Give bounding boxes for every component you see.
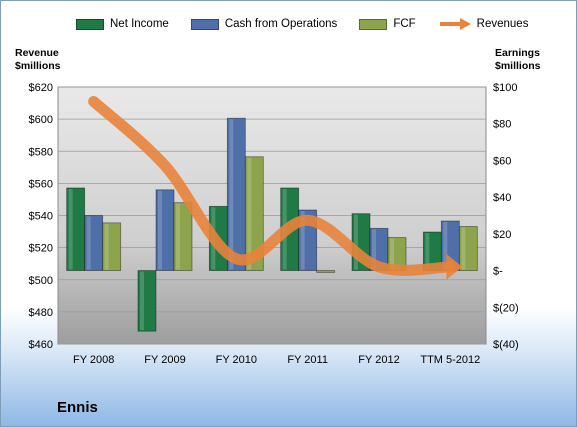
revenues-line [88, 95, 456, 276]
bar-highlight [425, 233, 430, 270]
left-tick-label: $580 [29, 146, 53, 158]
right-tick-label: $40 [493, 192, 511, 204]
right-tick-label: $20 [493, 229, 511, 241]
right-tick-label: $80 [493, 119, 511, 131]
bar-fcf [244, 156, 264, 271]
bar-fcf [458, 226, 478, 271]
legend: Net Income Cash from Operations FCF Reve… [76, 17, 550, 31]
x-tick-label: FY 2012 [358, 354, 399, 366]
x-tick-label: FY 2010 [216, 354, 257, 366]
legend-swatch-cash-from-operations [190, 18, 219, 30]
bar-fcf [173, 202, 193, 271]
left-tick-label: $540 [29, 211, 53, 223]
left-tick-label: $460 [29, 339, 53, 351]
legend-label-net-income: Net Income [110, 18, 169, 30]
right-tick-label: $60 [493, 155, 511, 167]
bar-highlight [461, 227, 466, 270]
bar-highlight [300, 210, 305, 270]
legend-label-cash-from-operations: Cash from Operations [224, 18, 338, 30]
legend-label-fcf: FCF [393, 18, 416, 30]
left-tick-label: $480 [29, 307, 53, 319]
right-axis-title: Earnings $millions [495, 47, 541, 73]
legend-item-net-income: Net Income [76, 18, 169, 30]
bar-highlight [372, 229, 376, 270]
legend-item-revenues: Revenues [438, 17, 529, 31]
x-tick-label: FY 2008 [73, 354, 114, 366]
left-axis-title-line2: $millions [15, 60, 61, 72]
legend-item-cash-from-operations: Cash from Operations [190, 18, 338, 30]
bar-highlight [247, 157, 252, 270]
left-tick-label: $620 [29, 82, 53, 94]
bar-highlight [104, 223, 109, 270]
x-tick-label: FY 2009 [144, 354, 185, 366]
bar-highlight [140, 271, 144, 331]
right-tick-label: $- [493, 266, 503, 278]
left-tick-label: $500 [29, 275, 53, 287]
bar-fcf [316, 270, 336, 273]
legend-item-fcf: FCF [359, 18, 416, 30]
bar-highlight [229, 119, 234, 270]
bar-highlight [86, 216, 91, 270]
right-tick-label: $100 [493, 82, 517, 94]
right-axis-title-line2: $millions [495, 60, 541, 72]
bar-fcf [102, 222, 122, 271]
legend-swatch-net-income [76, 18, 104, 30]
legend-swatch-fcf [359, 18, 388, 30]
right-tick-label: $(40) [493, 339, 519, 351]
left-tick-label: $600 [29, 114, 53, 126]
bar-highlight [158, 190, 162, 270]
x-tick-label: TTM 5-2012 [420, 354, 480, 366]
company-name: Ennis [57, 399, 98, 416]
left-tick-label: $560 [29, 178, 53, 190]
bar-highlight [390, 238, 394, 270]
left-axis-title: Revenue $millions [15, 47, 61, 73]
right-tick-label: $(20) [493, 302, 519, 314]
left-tick-label: $520 [29, 243, 53, 255]
left-axis-title-line1: Revenue [15, 47, 59, 59]
bar-net-income [137, 270, 157, 332]
legend-arrow-revenues [439, 18, 471, 30]
bar-highlight [176, 203, 180, 270]
bar-highlight [443, 222, 448, 270]
bar-highlight [68, 188, 73, 270]
x-tick-label: FY 2011 [287, 354, 328, 366]
bar-highlight [354, 214, 358, 270]
legend-label-revenues: Revenues [476, 18, 529, 30]
right-axis-title-line1: Earnings [495, 47, 540, 59]
revenues-arrowhead [446, 253, 463, 280]
